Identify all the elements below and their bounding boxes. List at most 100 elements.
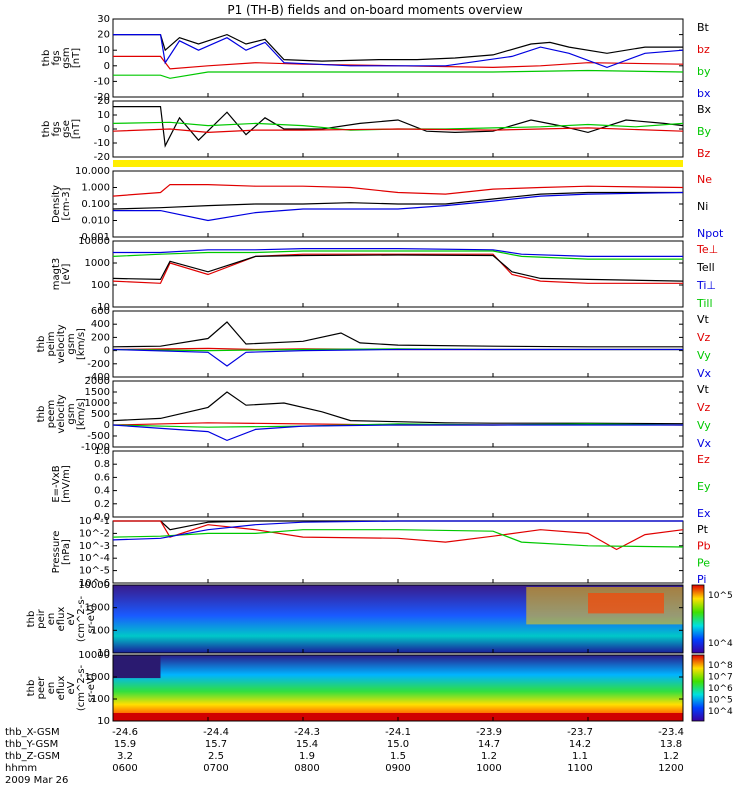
footer-value: 3.2 xyxy=(117,751,133,762)
panel-7: 1.0 0.8 0.6 0.4 0.2 0.0 E=-VxB [mV/m] Ez Ey Ex xyxy=(51,446,711,523)
y-axis-label: eflux xyxy=(56,676,67,701)
y-tick-label: 10 xyxy=(97,302,110,313)
legend-entry: Pt xyxy=(697,523,709,536)
y-axis-label: gsm xyxy=(61,47,72,68)
footer-value: -23.9 xyxy=(476,727,502,738)
colorbar-tick-label: 10^6 xyxy=(708,684,733,694)
series-line-vt xyxy=(112,321,683,348)
y-tick-label: 600 xyxy=(91,306,110,317)
footer-row-label: hhmm xyxy=(5,763,37,774)
y-tick-label: 400 xyxy=(91,319,110,330)
legend-entry: Vt xyxy=(697,383,710,396)
footer-value: -23.7 xyxy=(567,727,593,738)
footer-value: 1000 xyxy=(476,763,501,774)
footer-value: 1.5 xyxy=(390,751,406,762)
panel-3: 10.000 1.000 0.100 0.010 0.001 Density [cm-3] N… xyxy=(51,166,724,243)
footer-value: 1.2 xyxy=(481,751,497,762)
y-tick-label: 20 xyxy=(97,96,110,107)
y-tick-label: 10^-4 xyxy=(79,553,110,564)
y-tick-label: -400 xyxy=(87,372,110,383)
legend-entry: Vy xyxy=(697,419,711,432)
y-tick-label: 10^-5 xyxy=(79,566,110,577)
y-tick-label: 0.001 xyxy=(81,232,110,243)
panel-0: 30 20 10 0 -10 -20 thb fgs gsm [nT] Bt bz by bx xyxy=(41,14,711,103)
legend-entry: Vz xyxy=(697,331,711,344)
legend-entry: By xyxy=(697,125,712,138)
y-tick-label: 10000 xyxy=(78,650,110,661)
series-line-bx xyxy=(113,34,684,69)
legend-entry: Till xyxy=(696,297,713,310)
y-tick-label: 0.4 xyxy=(94,486,110,497)
y-axis-label: velocity xyxy=(56,324,67,363)
panel-frame xyxy=(112,310,684,378)
y-axis-label: en xyxy=(46,613,57,626)
footer-value: 13.8 xyxy=(660,739,682,750)
legend-entry: Tell xyxy=(696,261,715,274)
legend-entry: Pb xyxy=(697,540,711,553)
y-axis-label: thb xyxy=(26,680,37,697)
y-tick-label: 10^-1 xyxy=(79,516,110,527)
legend-entry: Ez xyxy=(697,453,710,466)
y-tick-label: 10 xyxy=(97,648,110,659)
footer-value: 14.7 xyxy=(478,739,500,750)
y-tick-label: 10000 xyxy=(78,580,110,591)
footer-value: 15.7 xyxy=(205,739,227,750)
panel-9: 10^5 10^4 10000 1000 100 10 thb peir en eflux eV (c… xyxy=(26,580,733,659)
footer-value: 14.2 xyxy=(569,739,591,750)
footer-value: -24.1 xyxy=(385,727,411,738)
panel-1: 20 10 0 -10 -20 thb fgs gse [nT] Bx By Bz xyxy=(41,96,712,163)
y-axis-label: peer xyxy=(36,676,47,700)
panel-8: 10^-110^-2 10^-310^-4 10^-510^-6 Pressure [n… xyxy=(51,516,711,589)
y-axis-label: thb xyxy=(41,121,52,138)
legend-entry: Pe xyxy=(697,556,710,569)
y-tick-label: 0.100 xyxy=(81,199,110,210)
series-line-npot xyxy=(113,191,684,222)
y-axis-label: peir xyxy=(36,608,47,628)
footer-value: -24.3 xyxy=(294,727,320,738)
y-axis-label: [km/s] xyxy=(76,398,87,430)
y-axis-label: fgs xyxy=(51,50,62,65)
y-tick-label: 0.8 xyxy=(94,459,110,470)
y-tick-label: 1000 xyxy=(85,672,110,683)
colorbar xyxy=(691,584,705,654)
y-axis-label: Pressure xyxy=(51,531,62,574)
y-axis-label: Density xyxy=(51,185,62,223)
series-line-ti⊥ xyxy=(113,248,683,257)
colorbar-tick-label: 10^4 xyxy=(708,707,733,717)
series-line-till xyxy=(112,250,683,260)
y-tick-label: 1000 xyxy=(85,258,110,269)
colorbar-tick-label: 10^4 xyxy=(708,639,733,649)
footer-value: 15.9 xyxy=(114,739,136,750)
footer-value: 0600 xyxy=(112,763,137,774)
legend-entry: Te⊥ xyxy=(696,243,718,256)
y-tick-label: 10000 xyxy=(78,236,110,247)
y-axis-label: [km/s] xyxy=(76,328,87,360)
series-line-te⊥ xyxy=(112,253,683,284)
legend-entry: Vx xyxy=(697,437,712,450)
y-axis-label: en xyxy=(46,682,57,695)
y-tick-label: -500 xyxy=(87,431,110,442)
spectrogram xyxy=(113,655,683,721)
y-tick-label: 1.000 xyxy=(81,183,110,194)
series-line-vy xyxy=(112,423,684,428)
y-axis-label: (cm^2-s- xyxy=(76,595,87,642)
legend-entry: Bz xyxy=(697,147,711,160)
series-line-ne xyxy=(112,184,684,197)
series-line-vt xyxy=(112,391,684,425)
series-line-ni xyxy=(112,191,683,210)
y-tick-label: 10^-3 xyxy=(79,541,110,552)
y-axis-label: [mV/m] xyxy=(61,465,72,503)
y-tick-label: 20 xyxy=(97,30,110,41)
y-tick-label: 0 xyxy=(104,61,110,72)
series-line-bz xyxy=(113,55,684,70)
y-axis-label: [nT] xyxy=(71,119,82,139)
series-line-bz xyxy=(112,127,684,134)
footer-value: -24.6 xyxy=(112,727,138,738)
legend-entry: Ex xyxy=(697,507,711,520)
series-line-bt xyxy=(113,33,683,62)
series-line-vx xyxy=(112,424,683,442)
legend-entry: Vt xyxy=(697,313,710,326)
footer-value: 1.9 xyxy=(299,751,315,762)
